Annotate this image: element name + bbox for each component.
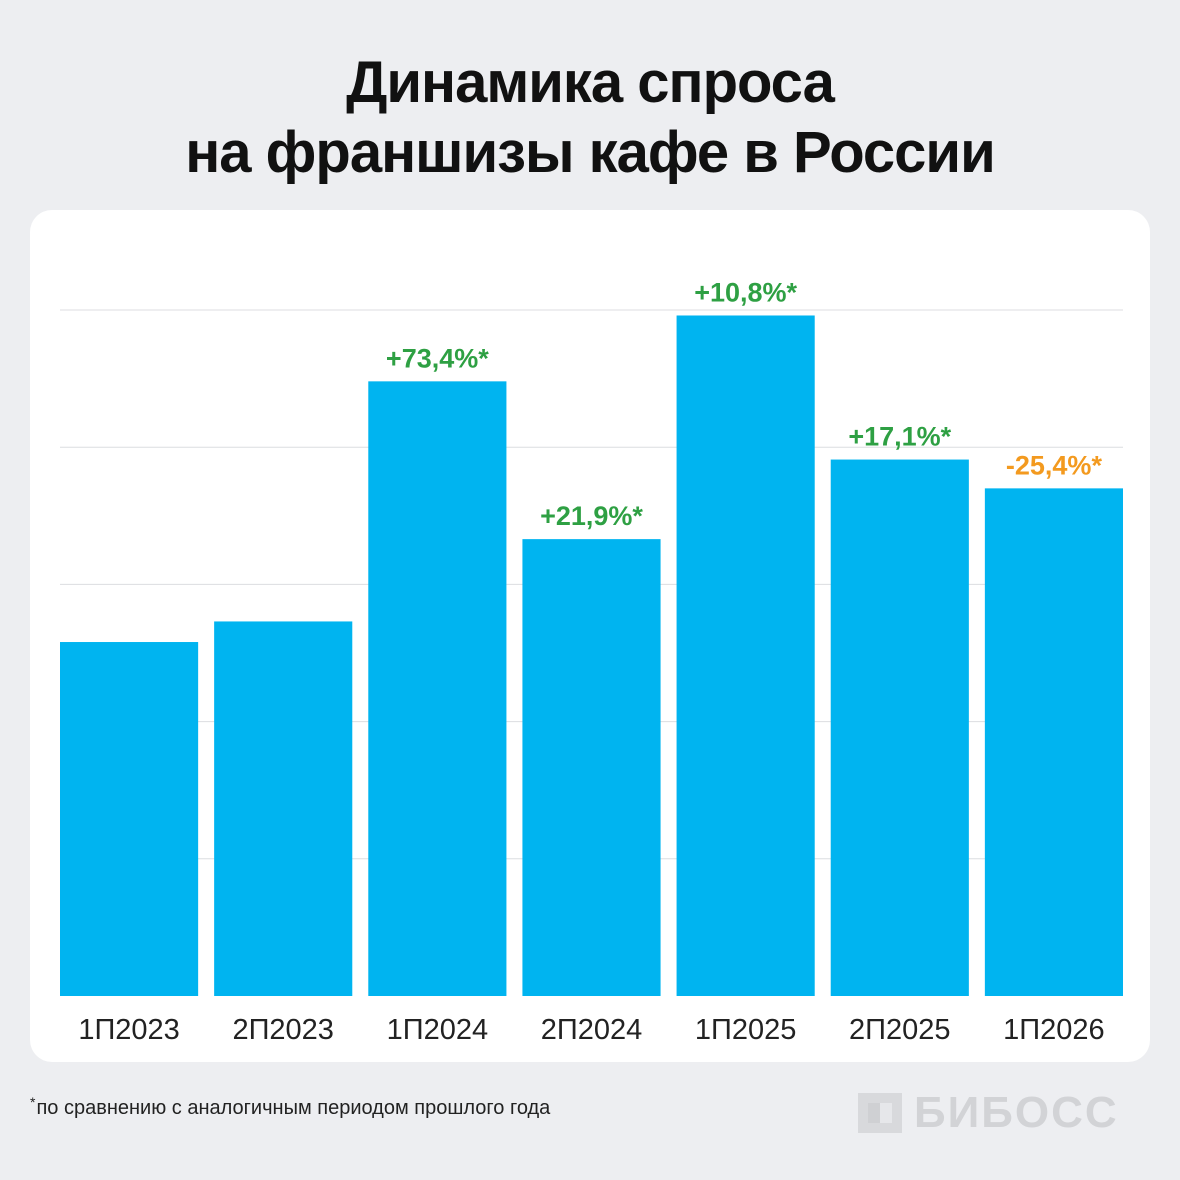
bar-1П2026 [984,488,1123,996]
bar-1П2024 [368,381,507,996]
x-tick-label-2П2024: 2П2024 [541,1014,643,1046]
footnote: *по сравнению с аналогичным периодом про… [30,1094,550,1120]
brand-logo: БИБОСС [858,1088,1119,1137]
chart-card: +73,4%* +21,9%* +10,8%* +17,1%* -25,4%* 1П20… [30,210,1150,1062]
data-label-1П2025: +10,8%* [694,277,797,307]
data-labels: +73,4%* +21,9%* +10,8%* +17,1%* -25,4%* [386,277,1103,531]
footnote-marker: * [30,1094,36,1110]
x-tick-label-2П2023: 2П2023 [232,1014,334,1046]
data-label-2П2024: +21,9%* [540,501,643,531]
x-tick-labels: 1П2023 2П2023 1П2024 2П2024 1П2025 2П2025 1П20… [78,1014,1104,1046]
chart-title-line-1: Динамика спроса [346,50,835,115]
bar-2П2023 [214,621,353,996]
biboss-logo-icon [858,1093,902,1133]
x-tick-label-1П2026: 1П2026 [1003,1014,1105,1046]
chart-title: Динамика спроса на франшизы кафе в Росси… [0,48,1180,188]
x-tick-label-1П2025: 1П2025 [695,1014,797,1046]
bar-1П2025 [676,315,815,996]
data-label-2П2025: +17,1%* [848,422,951,452]
x-tick-label-1П2024: 1П2024 [387,1014,489,1046]
bar-chart: +73,4%* +21,9%* +10,8%* +17,1%* -25,4%* 1П20… [60,277,1123,1046]
logo-text: БИБОСС [914,1088,1119,1137]
bar-2П2025 [830,459,969,997]
bars [60,315,1123,997]
data-label-1П2026: -25,4%* [1006,450,1103,480]
x-tick-label-1П2023: 1П2023 [78,1014,180,1046]
data-label-1П2024: +73,4%* [386,343,489,373]
bar-2П2024 [522,539,661,996]
bar-1П2023 [60,642,199,996]
footnote-text: по сравнению с аналогичным периодом прош… [36,1097,551,1119]
chart-title-line-2: на франшизы кафе в России [185,120,996,185]
x-tick-label-2П2025: 2П2025 [849,1014,951,1046]
